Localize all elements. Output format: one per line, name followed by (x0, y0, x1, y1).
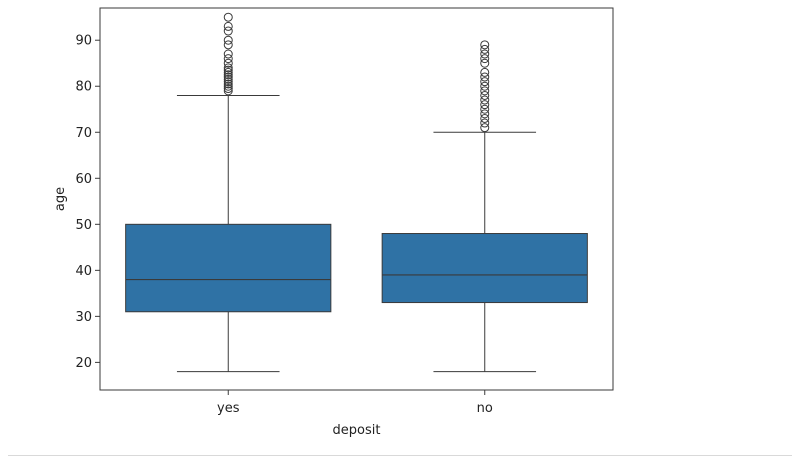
x-tick-label: yes (217, 401, 240, 416)
plot-frame (99, 7, 614, 391)
outlier-point (480, 86, 490, 96)
y-tick-label: 40 (75, 264, 92, 279)
y-axis: 20 30 40 50 60 70 80 90 (75, 34, 100, 371)
outlier-point (480, 54, 490, 64)
outlier-point (223, 49, 233, 59)
x-tick-label: no (477, 401, 493, 416)
y-tick-label: 60 (75, 172, 92, 187)
outlier-point (480, 104, 490, 114)
outlier-point (480, 77, 490, 87)
outlier-point (223, 40, 233, 50)
x-axis: yes no (217, 390, 493, 416)
outlier-point (223, 72, 233, 82)
box-group-no (381, 40, 588, 373)
y-tick-label: 30 (75, 310, 92, 325)
outlier-point (223, 58, 233, 68)
outlier-point (480, 118, 490, 128)
outlier-point (223, 84, 233, 94)
outlier-point (223, 74, 233, 84)
iqr-box (381, 233, 588, 304)
outlier-point (223, 21, 233, 31)
box-group-yes (125, 12, 332, 373)
outlier-point (480, 123, 490, 133)
outlier-point (223, 81, 233, 91)
outlier-point (223, 26, 233, 36)
outlier-point (480, 109, 490, 119)
outlier-point (480, 100, 490, 110)
outlier-point (480, 49, 490, 59)
outlier-point (223, 54, 233, 64)
y-tick-label: 80 (75, 80, 92, 95)
iqr-box (125, 223, 332, 313)
outlier-point (223, 65, 233, 75)
outlier-point (480, 95, 490, 105)
y-axis-label: age (53, 187, 68, 211)
outlier-point (223, 79, 233, 89)
outlier-point (480, 40, 490, 50)
outlier-point (223, 63, 233, 73)
outlier-point (480, 113, 490, 123)
outlier-point (223, 70, 233, 80)
bottom-divider (8, 455, 792, 456)
y-tick-label: 50 (75, 218, 92, 233)
outlier-point (223, 35, 233, 45)
outlier-point (480, 44, 490, 54)
outlier-point (223, 86, 233, 96)
outlier-point (480, 67, 490, 77)
outlier-point (223, 77, 233, 87)
outlier-point (480, 90, 490, 100)
y-tick-label: 90 (75, 34, 92, 49)
y-tick-label: 20 (75, 356, 92, 371)
outlier-point (480, 72, 490, 82)
outlier-point (480, 81, 490, 91)
outlier-point (223, 67, 233, 77)
boxes-layer (125, 12, 588, 373)
outlier-point (223, 12, 233, 22)
outlier-point (480, 58, 490, 68)
x-axis-label: deposit (333, 423, 381, 438)
y-tick-label: 70 (75, 126, 92, 141)
